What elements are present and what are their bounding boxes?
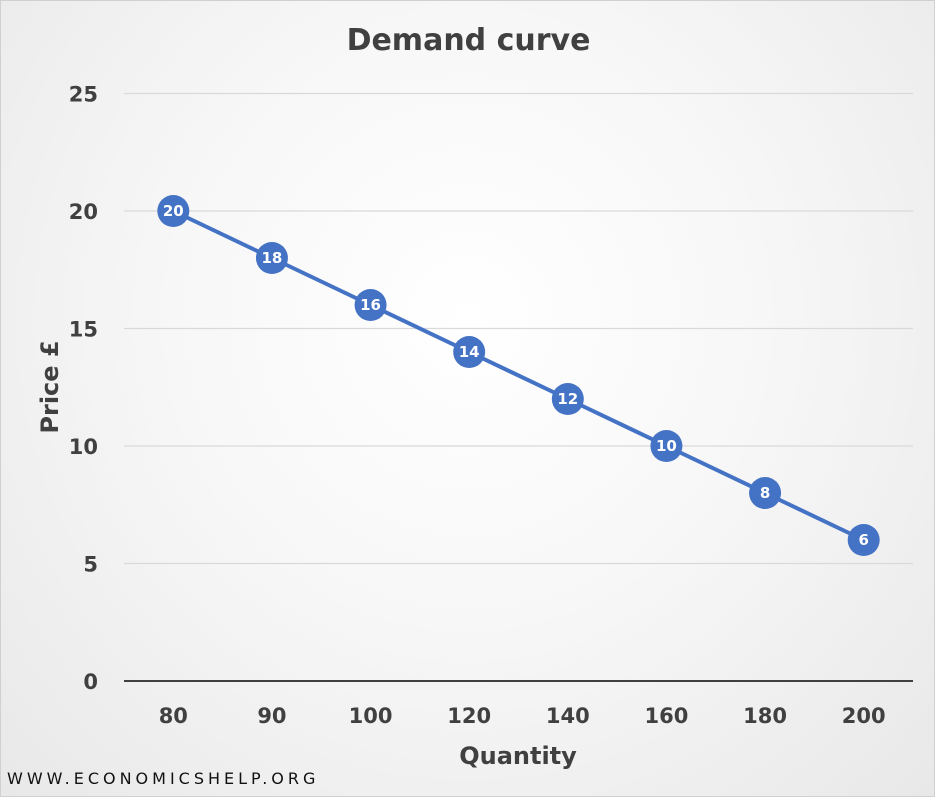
y-tick-label: 10 [69, 435, 98, 459]
data-point [650, 430, 683, 462]
data-label: 12 [557, 390, 578, 408]
y-tick-label: 0 [83, 670, 98, 694]
x-tick-label: 160 [645, 704, 689, 728]
data-label: 18 [262, 249, 283, 267]
data-point [749, 477, 782, 509]
gridlines [124, 92, 913, 682]
y-tick-label: 20 [69, 200, 98, 224]
data-label: 16 [360, 296, 381, 314]
series-line [172, 209, 865, 542]
data-label: 14 [459, 343, 480, 361]
x-tick-labels: 80 90 100 120 140 160 180 200 [159, 704, 886, 728]
x-tick-label: 200 [842, 704, 886, 728]
x-tick-label: 140 [546, 704, 590, 728]
data-label: 20 [163, 202, 184, 220]
x-tick-label: 100 [349, 704, 393, 728]
series-demand: 20 18 16 14 12 10 8 6 [157, 195, 880, 556]
data-point [551, 383, 584, 415]
data-label: 10 [656, 437, 677, 455]
x-tick-label: 180 [743, 704, 787, 728]
y-tick-labels: 0 5 10 15 20 25 [69, 83, 98, 695]
y-tick-label: 25 [69, 83, 98, 107]
data-point [354, 289, 387, 321]
x-axis-title: Quantity [459, 742, 577, 770]
data-point [255, 242, 288, 274]
x-tick-label: 90 [257, 704, 286, 728]
watermark: WWW.ECONOMICSHELP.ORG [7, 769, 320, 788]
x-tick-label: 120 [447, 704, 491, 728]
y-axis-title: Price £ [36, 340, 64, 433]
x-tick-label: 80 [159, 704, 188, 728]
data-point [847, 524, 880, 556]
data-point [453, 336, 486, 368]
y-tick-label: 15 [69, 318, 98, 342]
data-point [157, 195, 190, 227]
data-label: 8 [760, 484, 770, 502]
data-label: 6 [858, 531, 868, 549]
y-tick-label: 5 [83, 553, 98, 577]
chart-title: Demand curve [346, 23, 591, 58]
